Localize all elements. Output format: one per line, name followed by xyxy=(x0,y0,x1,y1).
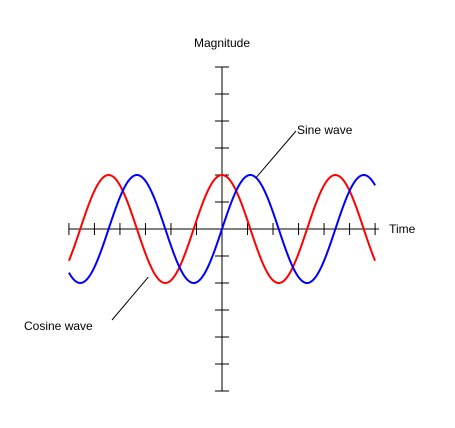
cosine-wave-annotation: Cosine wave xyxy=(24,319,93,333)
series-layer xyxy=(67,173,377,285)
sine-wave-annotation: Sine wave xyxy=(297,123,353,137)
cosine-wave-line xyxy=(67,173,377,284)
sine-wave-annotation-leader xyxy=(255,130,297,179)
x-axis-label: Time xyxy=(389,222,416,236)
y-axis-label: Magnitude xyxy=(194,36,250,50)
sine-wave-line xyxy=(68,173,376,285)
x-axis-ticks xyxy=(68,223,376,235)
axes xyxy=(68,66,380,392)
cosine-wave-annotation-leader xyxy=(111,276,149,321)
annotations: Sine wave Cosine wave xyxy=(24,123,353,333)
labels: Magnitude Time xyxy=(194,36,416,236)
y-axis-ticks xyxy=(215,66,229,392)
